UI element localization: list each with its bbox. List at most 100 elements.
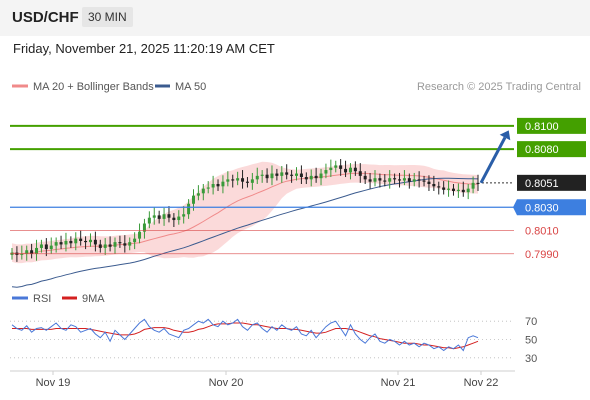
- candle-body: [398, 179, 402, 181]
- candle-body: [206, 187, 210, 189]
- candle-body: [191, 195, 195, 204]
- candle-body: [74, 238, 78, 244]
- candle-body: [231, 179, 235, 181]
- candle-body: [290, 174, 294, 176]
- x-axis: Nov 19 Nov 20 Nov 21 Nov 22: [36, 371, 499, 389]
- rsi-legend-label: RSI: [33, 293, 51, 305]
- forecast-arrow-shaft: [479, 136, 507, 184]
- candle-body: [79, 238, 83, 241]
- rsi-tick-70: 70: [525, 316, 537, 328]
- candle-body: [339, 165, 343, 169]
- candle-body: [442, 187, 446, 190]
- candle-body: [304, 177, 308, 180]
- timeframe-badge[interactable]: 30 MIN: [82, 7, 133, 27]
- candle-body: [201, 188, 205, 194]
- pivot-value: 0.8030: [525, 202, 559, 214]
- ma20-line: [11, 172, 479, 255]
- candle-body: [285, 172, 289, 175]
- title-bar: USD/CHF 30 MIN: [0, 0, 590, 36]
- datetime-label: Friday, November 21, 2025 11:20:19 AM CE…: [13, 41, 275, 56]
- candle-body: [456, 189, 460, 191]
- candle-body: [412, 179, 416, 182]
- candle-body: [427, 181, 431, 184]
- pivot-tag-arrow: [513, 199, 517, 216]
- candle-body: [388, 178, 392, 182]
- candle-body: [348, 167, 352, 173]
- candle-body: [133, 238, 137, 243]
- candle-body: [451, 188, 455, 191]
- candle-body: [437, 186, 441, 188]
- candle-body: [373, 178, 377, 182]
- candle-body: [383, 180, 387, 182]
- price-levels: 0.8100 0.8080 0.8030 0.8010 0.7990 0.8051: [10, 117, 586, 261]
- ma9-legend-label: 9MA: [82, 293, 105, 305]
- ma50-legend-label: MA 50: [175, 81, 206, 93]
- candle-body: [324, 170, 328, 174]
- candle-body: [138, 231, 142, 239]
- candle-body: [128, 242, 132, 246]
- candle-body: [167, 214, 171, 218]
- candle-body: [103, 244, 107, 248]
- candle-body: [363, 175, 367, 180]
- candle-body: [221, 181, 225, 187]
- bollinger-band: [12, 161, 478, 264]
- candle-body: [393, 178, 397, 180]
- candle-body: [334, 165, 338, 168]
- candle-body: [35, 247, 39, 254]
- ma20-legend-label: MA 20 + Bollinger Bands: [33, 81, 154, 93]
- last-price-tag: [517, 174, 586, 191]
- candle-body: [260, 174, 264, 176]
- candle-body: [226, 179, 230, 182]
- support-1-value: 0.8010: [525, 226, 559, 238]
- candle-body: [270, 173, 274, 179]
- candle-body: [182, 214, 186, 217]
- candle-body: [142, 223, 146, 232]
- x-tick-label: Nov 20: [209, 377, 244, 389]
- candle-body: [407, 178, 411, 182]
- candle-body: [265, 174, 269, 179]
- symbol-title: USD/CHF: [12, 9, 79, 26]
- candle-body: [476, 182, 480, 184]
- candle-body: [59, 242, 63, 245]
- candle-body: [162, 214, 166, 219]
- resistance-1-tag: [517, 117, 586, 134]
- candle-body: [275, 173, 279, 176]
- forecast-arrow-head: [499, 130, 511, 141]
- candle-body: [245, 181, 249, 183]
- rsi-tick-30: 30: [525, 353, 537, 365]
- candle-body: [461, 189, 465, 193]
- candle-body: [172, 217, 176, 221]
- candle-body: [123, 243, 127, 246]
- candle-body: [30, 250, 34, 254]
- candle-body: [378, 178, 382, 181]
- candle-body: [353, 167, 357, 172]
- candle-body: [344, 168, 348, 173]
- candle-body: [152, 215, 156, 218]
- x-tick-label: Nov 22: [464, 377, 499, 389]
- rsi-plot: 70 50 30: [10, 316, 537, 365]
- last-price-value: 0.8051: [525, 178, 559, 190]
- candle-body: [368, 179, 372, 182]
- ma9-line: [12, 322, 479, 350]
- candle-body: [44, 244, 48, 250]
- candle-body: [93, 239, 97, 245]
- candle-body: [314, 175, 318, 179]
- pivot-tag: [517, 199, 586, 216]
- price-plot: [10, 159, 480, 288]
- candle-body: [98, 244, 102, 248]
- candle-body: [49, 245, 53, 250]
- candle-body: [84, 240, 88, 243]
- resistance-2-value: 0.8080: [525, 144, 559, 156]
- candle-body: [432, 184, 436, 187]
- candle-body: [402, 178, 406, 181]
- candle-body: [147, 217, 151, 224]
- candle-body: [157, 215, 161, 219]
- candle-body: [319, 173, 323, 179]
- candle-body: [295, 173, 299, 176]
- candle-body: [255, 175, 259, 180]
- resistance-2-tag: [517, 141, 586, 158]
- candle-body: [216, 184, 220, 187]
- candle-body: [417, 179, 421, 181]
